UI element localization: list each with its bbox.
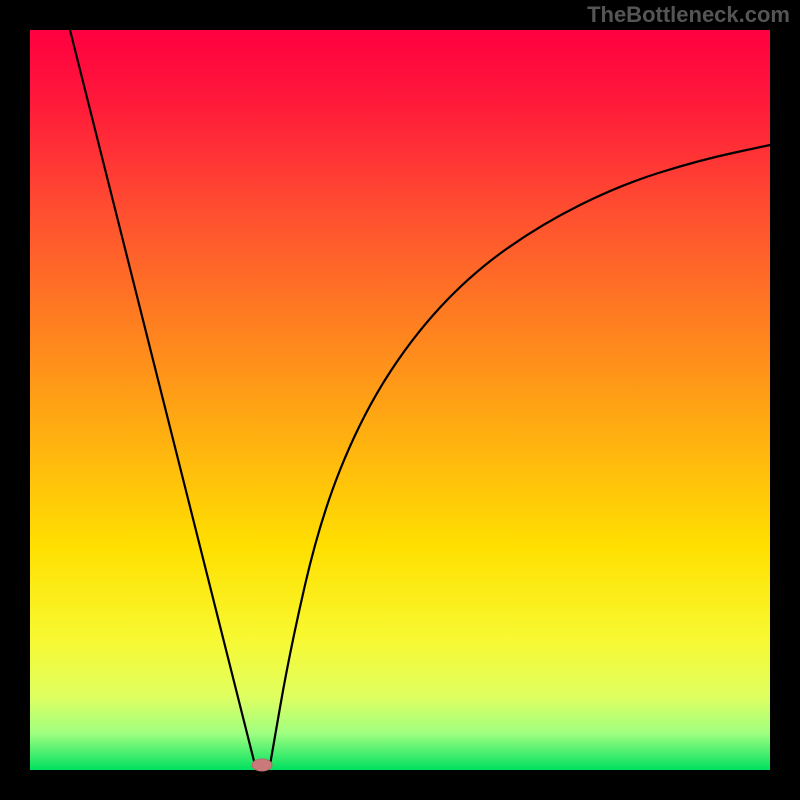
curve-layer	[0, 0, 800, 800]
min-point-marker	[252, 759, 272, 771]
curve-left-segment	[70, 30, 255, 765]
curve-right-segment	[270, 145, 770, 765]
watermark-text: TheBottleneck.com	[587, 2, 790, 28]
chart-container: TheBottleneck.com	[0, 0, 800, 800]
